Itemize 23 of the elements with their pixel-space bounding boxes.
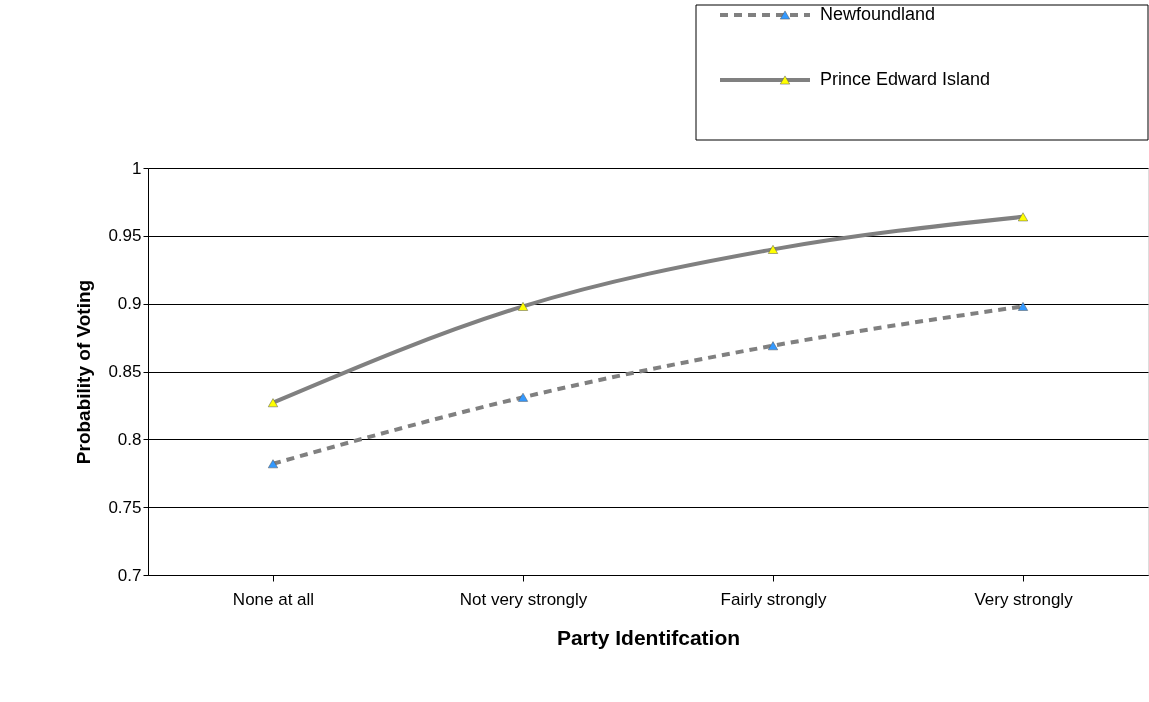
legend-label: Prince Edward Island [820, 69, 991, 89]
y-tick-label: 0.9 [117, 294, 142, 314]
point [268, 459, 278, 469]
x-tick-label: Very strongly [974, 589, 1074, 609]
y-tick-label: 0.75 [108, 497, 142, 517]
x-tick-label: Not very strongly [459, 589, 588, 609]
y-tick-label: 0.7 [117, 565, 142, 585]
point [768, 341, 778, 351]
y-tick-label: 1 [132, 158, 142, 178]
y-tick-label: 0.85 [108, 362, 142, 381]
y-tick-label: 0.95 [108, 226, 142, 246]
point [1018, 212, 1028, 222]
point [1018, 302, 1028, 311]
x-tick-label: Fairly strongly [720, 589, 827, 609]
point [518, 302, 528, 311]
x-axis-title: Party Identifcation [556, 625, 741, 649]
x-tick-label: None at all [232, 589, 315, 609]
y-tick-label: 0.8 [117, 429, 142, 449]
y-axis-title: Probability of Voting [73, 279, 95, 465]
point [268, 398, 278, 408]
point [518, 392, 528, 402]
point [768, 245, 778, 254]
legend-label: Newfoundland [820, 4, 936, 24]
